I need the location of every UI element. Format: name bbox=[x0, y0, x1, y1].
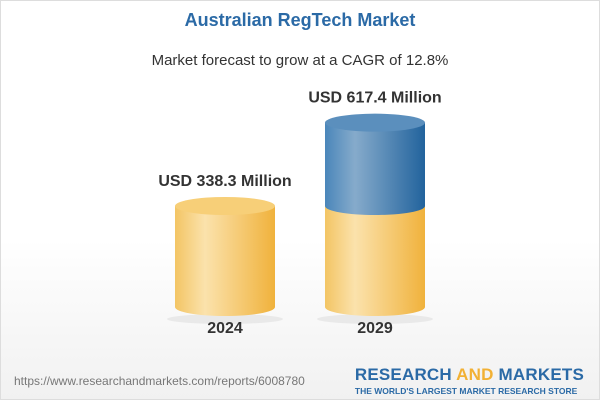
logo-tagline: THE WORLD'S LARGEST MARKET RESEARCH STOR… bbox=[354, 386, 578, 396]
logo-text-and: AND bbox=[456, 365, 494, 384]
cylinder-base-segment-2029 bbox=[325, 206, 425, 316]
cylinder-shadow bbox=[317, 314, 433, 324]
cylinder-shadow bbox=[167, 314, 283, 324]
chart-subtitle: Market forecast to grow at a CAGR of 12.… bbox=[151, 52, 449, 69]
chart-title: Australian RegTech Market bbox=[184, 10, 416, 30]
category-label: 2029 bbox=[357, 320, 393, 337]
cylinder-top-2024 bbox=[175, 197, 275, 215]
research-and-markets-logo: RESEARCH AND MARKETS THE WORLD'S LARGEST… bbox=[355, 365, 584, 396]
source-url[interactable]: https://www.researchandmarkets.com/repor… bbox=[14, 374, 305, 388]
cylinder-top-2029 bbox=[325, 113, 425, 132]
category-label: 2024 bbox=[207, 320, 243, 337]
logo-text: RESEARCH bbox=[354, 365, 457, 384]
logo-text-markets: MARKETS bbox=[493, 365, 584, 384]
data-label: USD 338.3 Million bbox=[158, 173, 291, 190]
cylinder-growth-segment-2029 bbox=[325, 122, 425, 215]
cylinder-body-2024 bbox=[175, 206, 275, 316]
data-label: USD 617.4 Million bbox=[308, 90, 441, 107]
